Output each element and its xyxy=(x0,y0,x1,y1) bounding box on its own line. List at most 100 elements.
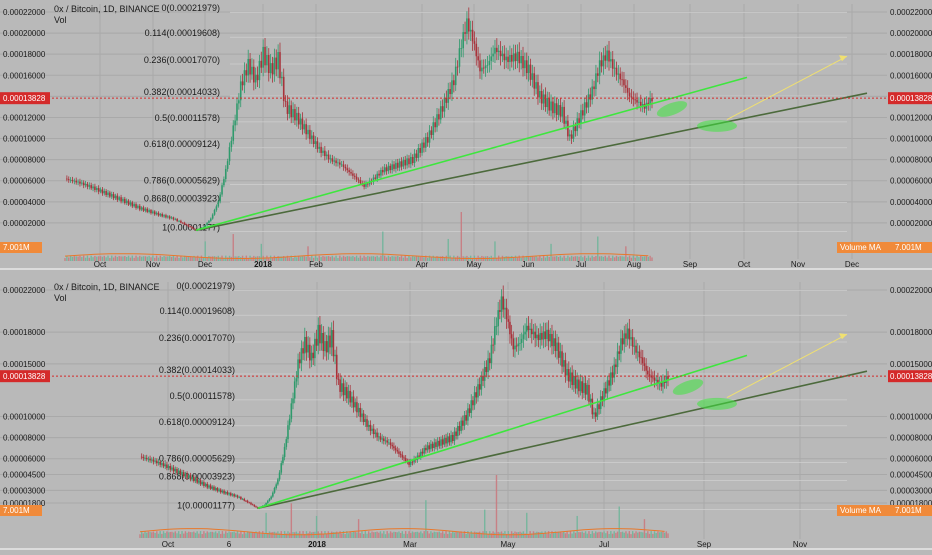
candle-body xyxy=(324,150,326,157)
volume-bar xyxy=(297,532,299,538)
candle-body xyxy=(462,420,464,426)
candle-body xyxy=(318,146,321,149)
volume-bar xyxy=(406,533,409,538)
volume-bar xyxy=(600,531,602,538)
volume-bar xyxy=(621,531,624,538)
volume-bar xyxy=(64,258,66,261)
volume-bar xyxy=(111,255,113,261)
candle-body xyxy=(516,51,519,62)
candle-body xyxy=(569,372,572,382)
candle-body xyxy=(224,492,227,494)
volume-bar xyxy=(544,257,547,261)
volume-bar xyxy=(426,257,429,261)
volume-bar xyxy=(273,255,276,261)
candle-body xyxy=(157,461,160,464)
candle-body xyxy=(329,335,331,348)
candle-body xyxy=(302,348,304,354)
y-tick-label-left: 0.00018000 xyxy=(3,328,46,337)
volume-bar xyxy=(662,531,664,538)
candle-body xyxy=(509,55,511,63)
candle-body xyxy=(142,457,145,458)
volume-bar xyxy=(475,532,478,538)
candle-body xyxy=(602,55,605,67)
volume-bar xyxy=(526,255,528,261)
volume-bar xyxy=(208,532,210,538)
volume-bar xyxy=(346,531,348,538)
candle-body xyxy=(554,338,557,352)
volume-bar xyxy=(90,255,92,261)
fib-label: 0(0.00021979) xyxy=(176,281,235,291)
volume-bar xyxy=(114,255,117,261)
candle-body xyxy=(81,182,83,184)
candle-body xyxy=(420,451,422,457)
volume-bar xyxy=(606,531,609,538)
volume-bar xyxy=(643,519,646,538)
candle-body xyxy=(466,18,468,34)
volume-bar xyxy=(400,255,403,261)
volume-bar xyxy=(202,257,205,261)
candle-body xyxy=(562,360,565,367)
candle-body xyxy=(625,85,627,88)
volume-bar xyxy=(588,531,590,538)
candle-body xyxy=(518,51,521,64)
candle-body xyxy=(589,398,592,402)
volume-bar xyxy=(333,257,335,261)
volume-bar xyxy=(269,255,272,261)
candle-body xyxy=(125,200,128,204)
volume-bar xyxy=(318,255,320,261)
candle-body xyxy=(290,105,293,118)
volume-bar xyxy=(630,534,632,538)
candle-body xyxy=(266,54,268,66)
volume-bar xyxy=(277,256,279,261)
candle-body xyxy=(250,502,252,505)
candle-body xyxy=(549,334,552,342)
candle-body xyxy=(453,80,455,86)
candle-body xyxy=(604,55,607,61)
candle-body xyxy=(628,328,631,340)
volume-bar xyxy=(243,531,245,538)
volume-bar xyxy=(380,255,382,261)
volume-bar xyxy=(468,533,471,538)
volume-bar xyxy=(563,531,565,538)
volume-bar xyxy=(541,531,543,538)
candle-body xyxy=(645,365,647,371)
volume-bar xyxy=(408,531,410,538)
candle-body xyxy=(329,158,332,160)
volume-bar xyxy=(566,531,568,538)
candle-body xyxy=(193,228,195,230)
candle-body xyxy=(633,345,636,347)
volume-bar xyxy=(88,257,91,261)
candle-body xyxy=(374,177,377,179)
candle-body xyxy=(608,380,610,386)
candle-body xyxy=(621,338,624,345)
candle-body xyxy=(467,408,469,421)
volume-bar xyxy=(649,255,651,261)
candle-body xyxy=(477,384,479,398)
volume-bar xyxy=(154,257,156,261)
volume-bar xyxy=(186,532,188,538)
volume-bar xyxy=(247,257,249,261)
candle-body xyxy=(144,457,146,459)
volume-bar xyxy=(546,533,548,538)
volume-bars xyxy=(139,475,669,538)
candle-body xyxy=(539,90,541,98)
volume-bar xyxy=(374,256,377,261)
volume-bar xyxy=(554,531,557,538)
volume-bar xyxy=(316,257,319,261)
candle-body xyxy=(297,359,299,379)
volume-bar xyxy=(471,257,474,261)
fib-label: 0.382(0.00014033) xyxy=(159,365,235,375)
volume-bar xyxy=(314,255,317,261)
candle-body xyxy=(402,159,405,167)
volume-bar xyxy=(635,531,637,538)
candle-body xyxy=(567,120,569,137)
volume-bar xyxy=(292,257,294,261)
candle-body xyxy=(458,426,461,431)
candle-body xyxy=(203,482,205,486)
volume-bar xyxy=(171,531,173,538)
candle-body xyxy=(335,354,338,379)
candle-body xyxy=(327,154,330,160)
volume-bar xyxy=(657,531,659,538)
volume-bar xyxy=(332,532,335,538)
candle-body xyxy=(303,124,306,130)
